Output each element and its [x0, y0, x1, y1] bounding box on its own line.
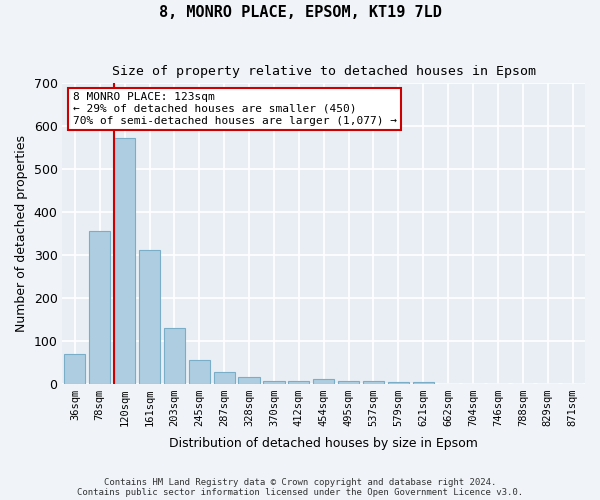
Bar [413, 382, 434, 384]
Bar [363, 382, 384, 384]
Bar [189, 360, 210, 384]
Title: Size of property relative to detached houses in Epsom: Size of property relative to detached ho… [112, 65, 536, 78]
Bar [214, 372, 235, 384]
Text: 8 MONRO PLACE: 123sqm
← 29% of detached houses are smaller (450)
70% of semi-det: 8 MONRO PLACE: 123sqm ← 29% of detached … [73, 92, 397, 126]
Bar [89, 232, 110, 384]
Bar [388, 382, 409, 384]
Bar [64, 354, 85, 384]
X-axis label: Distribution of detached houses by size in Epsom: Distribution of detached houses by size … [169, 437, 478, 450]
Bar [164, 328, 185, 384]
Text: Contains HM Land Registry data © Crown copyright and database right 2024.
Contai: Contains HM Land Registry data © Crown c… [77, 478, 523, 497]
Bar [313, 379, 334, 384]
Bar [238, 377, 260, 384]
Y-axis label: Number of detached properties: Number of detached properties [15, 135, 28, 332]
Bar [338, 382, 359, 384]
Bar [288, 382, 310, 384]
Bar [139, 250, 160, 384]
Bar [114, 138, 135, 384]
Bar [263, 380, 284, 384]
Text: 8, MONRO PLACE, EPSOM, KT19 7LD: 8, MONRO PLACE, EPSOM, KT19 7LD [158, 5, 442, 20]
